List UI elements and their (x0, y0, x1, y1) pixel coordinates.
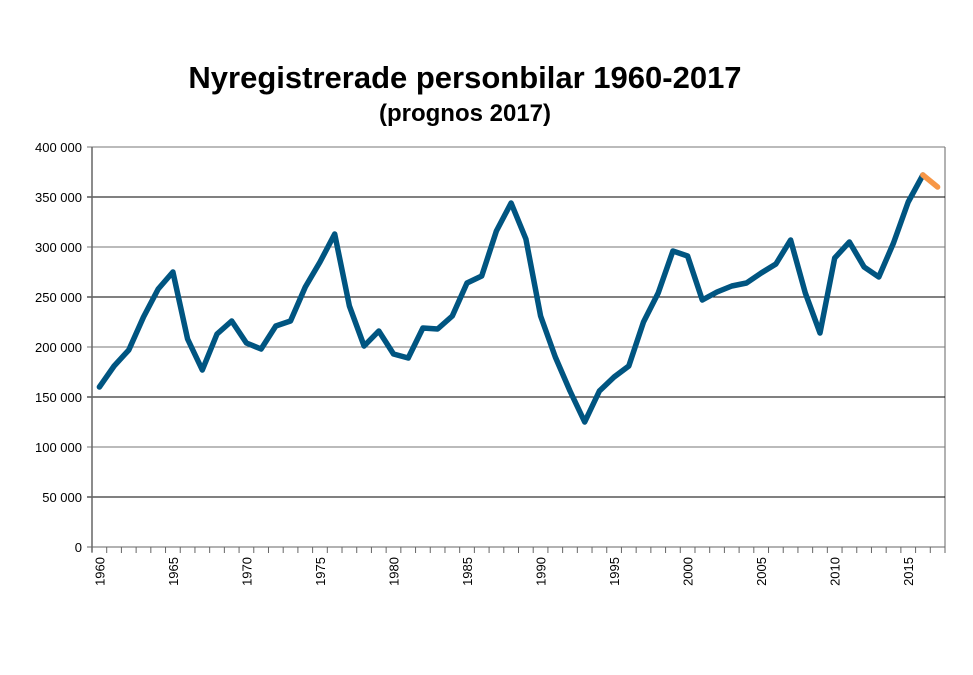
y-tick-label: 50 000 (42, 490, 82, 505)
x-tick-label: 1965 (166, 557, 181, 586)
series-line-1 (920, 172, 941, 190)
y-tick-label: 0 (75, 540, 82, 555)
x-tick-label: 1980 (386, 557, 401, 586)
y-tick-label: 350 000 (35, 190, 82, 205)
series-line-0 (96, 172, 926, 425)
chart-title: Nyregistrerade personbilar 1960-2017 (188, 60, 742, 95)
y-tick-label: 400 000 (35, 140, 82, 155)
x-tick-label: 2000 (681, 557, 696, 586)
x-tick-label: 2010 (828, 557, 843, 586)
x-tick-label: 1985 (460, 557, 475, 586)
y-tick-label: 100 000 (35, 440, 82, 455)
y-tick-label: 150 000 (35, 390, 82, 405)
y-tick-label: 250 000 (35, 290, 82, 305)
y-tick-label: 200 000 (35, 340, 82, 355)
x-tick-label: 2005 (754, 557, 769, 586)
y-tick-label: 300 000 (35, 240, 82, 255)
x-tick-label: 1975 (313, 557, 328, 586)
x-tick-label: 1960 (92, 557, 107, 586)
x-tick-label: 1990 (534, 557, 549, 586)
x-tick-label: 2015 (901, 557, 916, 586)
chart-subtitle: (prognos 2017) (378, 100, 552, 127)
x-tick-label: 1970 (239, 557, 254, 586)
x-tick-label: 1995 (607, 557, 622, 586)
